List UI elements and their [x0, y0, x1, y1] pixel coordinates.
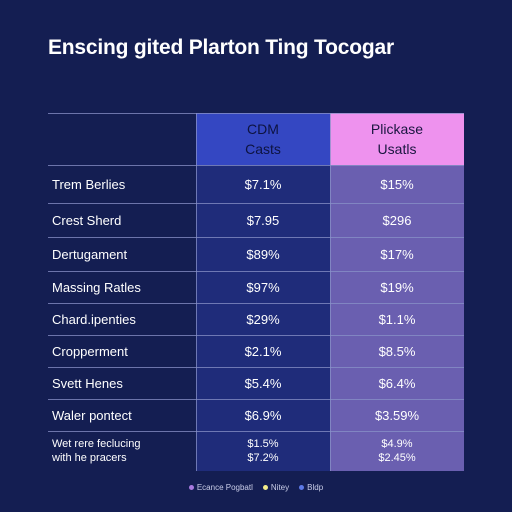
legend-label: Nitey [270, 483, 290, 492]
cdm-column-background [196, 113, 330, 471]
row-label-line-1: Wet rere feclucing [52, 438, 141, 450]
row-divider [48, 335, 464, 336]
plickase-header-line-1: Plickase [370, 121, 424, 137]
table-row[interactable]: Wet rere feclucing with he pracers $1.5%… [48, 431, 464, 471]
table-row[interactable]: Cropperment $2.1% $8.5% [48, 335, 464, 367]
row-label: Crest Sherd [52, 212, 122, 228]
column-divider [330, 113, 331, 471]
legend: Ecance Pogbatl Nitey Bldp [0, 483, 512, 492]
plickase-value-line-1: $4.9% [381, 438, 413, 450]
row-divider [48, 303, 464, 304]
plickase-value: $6.4% [378, 375, 416, 391]
legend-dot-icon [262, 485, 268, 490]
row-label: Trem Berlies [52, 176, 126, 192]
legend-dot-icon [299, 485, 305, 490]
legend-item: Ecance Pogbatl [188, 483, 253, 492]
row-divider [48, 271, 464, 272]
row-divider [48, 113, 464, 114]
row-label-line-2: with he pracers [52, 452, 127, 464]
cdm-value: $89% [246, 246, 280, 262]
cdm-value: $5.4% [244, 375, 282, 391]
row-label: Dertugament [52, 246, 128, 262]
row-label: Waler pontect [52, 407, 132, 423]
plickase-value: $296 [382, 212, 412, 228]
legend-label: Ecance Pogbatl [196, 483, 253, 492]
cdm-value-line-2: $7.2% [247, 452, 279, 464]
plickase-value: $1.1% [378, 311, 416, 327]
plickase-value-line-2: $2.45% [378, 452, 416, 464]
cdm-value: $97% [246, 279, 280, 295]
plickase-column-background [330, 113, 464, 471]
table-row[interactable]: Chard.ipenties $29% $1.1% [48, 303, 464, 335]
cdm-value: $1.5% $7.2% [196, 437, 330, 465]
plickase-value: $19% [380, 279, 414, 295]
row-divider [48, 399, 464, 400]
cdm-value: $2.1% [244, 343, 282, 359]
cdm-header-line-1: CDM [247, 121, 279, 137]
table-row[interactable]: Dertugament $89% $17% [48, 237, 464, 271]
legend-dot-icon [188, 485, 194, 490]
page-title: Enscing gited Plarton Ting Tocogar [48, 36, 394, 59]
row-divider [48, 431, 464, 432]
cdm-value: $29% [246, 311, 280, 327]
row-label: Svett Henes [52, 375, 123, 391]
table-row[interactable]: Svett Henes $5.4% $6.4% [48, 367, 464, 399]
legend-item: Nitey [262, 483, 290, 492]
plickase-value: $3.59% [374, 407, 420, 423]
plickase-value: $4.9% $2.45% [330, 437, 464, 465]
plickase-value: $17% [380, 246, 414, 262]
cdm-value: $6.9% [244, 407, 282, 423]
legend-item: Bldp [299, 483, 323, 492]
cdm-column-header[interactable]: CDM Casts [196, 113, 330, 165]
plickase-value: $8.5% [378, 343, 416, 359]
legend-label: Bldp [307, 483, 324, 492]
plickase-value: $15% [380, 176, 414, 192]
row-label: Cropperment [52, 343, 128, 359]
row-label: Wet rere feclucing with he pracers [52, 437, 140, 465]
row-divider [48, 203, 464, 204]
cdm-value-line-1: $1.5% [247, 438, 279, 450]
table-row[interactable]: Crest Sherd $7.95 $296 [48, 203, 464, 237]
comparison-table: CDM Casts Plickase Usatls Trem Berlies $… [48, 113, 464, 471]
row-divider [48, 165, 464, 166]
column-divider [196, 113, 197, 471]
plickase-column-header[interactable]: Plickase Usatls [330, 113, 464, 165]
row-label: Chard.ipenties [52, 311, 136, 327]
plickase-header-line-2: Usatls [377, 141, 417, 157]
cdm-value: $7.1% [244, 176, 282, 192]
row-label: Massing Ratles [52, 279, 141, 295]
cdm-value: $7.95 [246, 212, 280, 228]
row-divider [48, 237, 464, 238]
cdm-header-line-2: Casts [245, 141, 281, 157]
table-row[interactable]: Trem Berlies $7.1% $15% [48, 165, 464, 203]
table-row[interactable]: Waler pontect $6.9% $3.59% [48, 399, 464, 431]
row-divider [48, 367, 464, 368]
table-row[interactable]: Massing Ratles $97% $19% [48, 271, 464, 303]
